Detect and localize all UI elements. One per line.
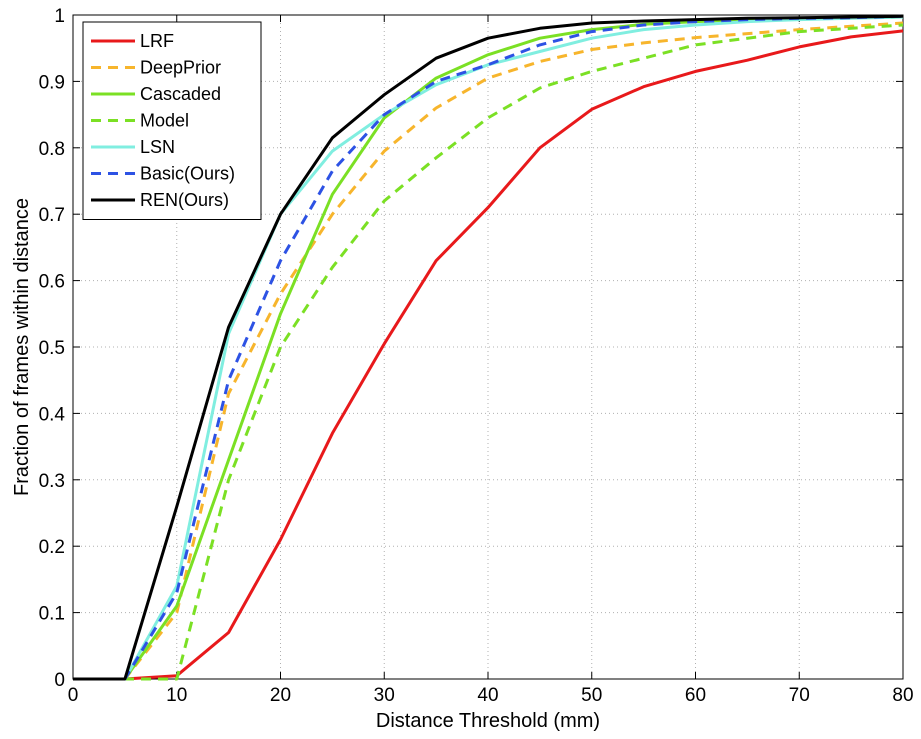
grid: [73, 15, 903, 679]
x-tick-label: 80: [892, 685, 913, 706]
y-tick-label: 0.7: [39, 205, 65, 226]
y-tick-label: 1: [54, 6, 65, 27]
x-tick-label: 0: [68, 685, 79, 706]
series-line-model: [73, 23, 904, 681]
legend-label-basic-ours: Basic(Ours): [140, 164, 235, 184]
legend-label-lsn: LSN: [140, 137, 175, 157]
legend: LRF DeepPrior Cascaded Model LSN Basic(Ours) R…: [82, 21, 262, 220]
axis-ticks: 0 10 20 30 40 50 60 70 80 0 0.1 0.2 0.3 0.4 0.5 0.6 0.7 0…: [39, 6, 914, 706]
y-tick-label: 0.6: [39, 272, 65, 293]
legend-label-lrf: LRF: [140, 31, 174, 51]
series-line-deepprior: [73, 21, 904, 681]
x-tick-label: 60: [685, 685, 706, 706]
legend-label-deepprior: DeepPrior: [140, 58, 221, 78]
y-tick-label: 0.3: [39, 471, 65, 492]
y-tick-label: 0.1: [39, 604, 65, 625]
x-tick-label: 10: [166, 685, 187, 706]
x-tick-label: 50: [581, 685, 602, 706]
x-tick-label: 20: [270, 685, 291, 706]
y-tick-label: 0.5: [39, 338, 65, 359]
series-line-lrf: [73, 29, 904, 681]
series-line-lsn: [73, 15, 904, 681]
y-tick-label: 0.4: [39, 404, 66, 425]
x-tick-label: 40: [477, 685, 498, 706]
legend-label-ren-ours: REN(Ours): [140, 190, 229, 210]
x-tick-label: 70: [789, 685, 810, 706]
y-tick-label: 0.8: [39, 139, 65, 160]
y-tick-label: 0.2: [39, 537, 65, 558]
x-tick-label: 30: [374, 685, 395, 706]
legend-label-cascaded: Cascaded: [140, 84, 221, 104]
series-lines: [73, 14, 904, 681]
x-axis-label: Distance Threshold (mm): [376, 710, 600, 732]
y-tick-label: 0: [54, 670, 65, 691]
y-tick-label: 0.9: [39, 72, 65, 93]
y-axis-label: Fraction of frames within distance: [11, 198, 33, 496]
series-line-ren-ours: [73, 14, 904, 681]
legend-label-model: Model: [140, 111, 189, 131]
